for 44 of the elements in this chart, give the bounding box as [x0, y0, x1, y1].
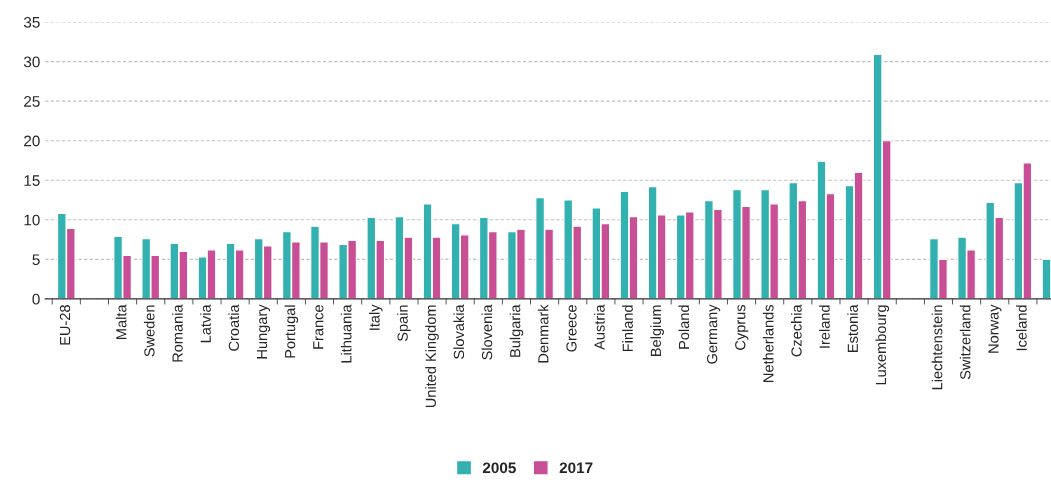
x-tick-label: Spain	[397, 305, 411, 342]
x-tick-label: Italy	[368, 304, 383, 330]
x-tick-label: EU-28	[59, 305, 71, 345]
x-tick-label: Finland	[622, 305, 633, 352]
x-tick-label: Portugal	[284, 305, 299, 358]
x-tick-label: Hungary	[256, 304, 271, 359]
y-tick-label: 5	[32, 254, 40, 266]
bar	[1041, 258, 1051, 299]
y-tick-label: 25	[24, 96, 40, 107]
x-tick-label: Estonia	[847, 304, 858, 352]
x-tick-label: Netherlands	[762, 304, 774, 382]
x-tick-label: Denmark	[537, 304, 549, 363]
x-tick-label: Iceland	[1016, 305, 1027, 351]
y-tick-label: 20	[24, 135, 40, 147]
x-tick-label: Slovakia	[453, 304, 465, 359]
x-tick-label: Switzerland	[959, 305, 971, 380]
x-tick-label: Czechia	[790, 304, 802, 357]
x-tick-label: Bulgaria	[509, 304, 524, 357]
x-tick-label: Slovenia	[481, 304, 493, 360]
x-tick-label: Liechtenstein	[931, 305, 943, 390]
x-tick-label: Greece	[566, 305, 577, 352]
x-tick-label: Germany	[706, 304, 721, 364]
legend-label: 2017	[559, 462, 593, 474]
x-tick-label: Malta	[115, 304, 127, 339]
x-tick-label: Lithuania	[340, 304, 352, 363]
y-tick-label: 35	[23, 16, 40, 28]
x-tick-label: Belgium	[650, 305, 664, 356]
x-tick-label: Latvia	[200, 304, 211, 343]
x-tick-label: Norway	[988, 304, 1002, 353]
y-tick-label: 0	[32, 293, 40, 305]
x-tick-label: Poland	[678, 305, 690, 349]
legend-label: 2005	[482, 462, 516, 474]
x-tick-label: United Kingdom	[425, 305, 439, 408]
x-tick-label: Croatia	[228, 304, 240, 351]
x-tick-label: Sweden	[143, 305, 155, 357]
x-tick-label: Austria	[594, 304, 605, 350]
y-tick-label: 30	[23, 56, 40, 68]
x-tick-label: Romania	[172, 304, 183, 362]
x-tick-label: Ireland	[819, 305, 830, 348]
y-tick-label: 15	[24, 175, 40, 186]
x-tick-label: France	[313, 305, 324, 349]
x-tick-label: Cyprus	[735, 304, 749, 350]
x-tick-label: Luxembourg	[875, 305, 889, 385]
y-tick-label: 10	[24, 214, 40, 226]
